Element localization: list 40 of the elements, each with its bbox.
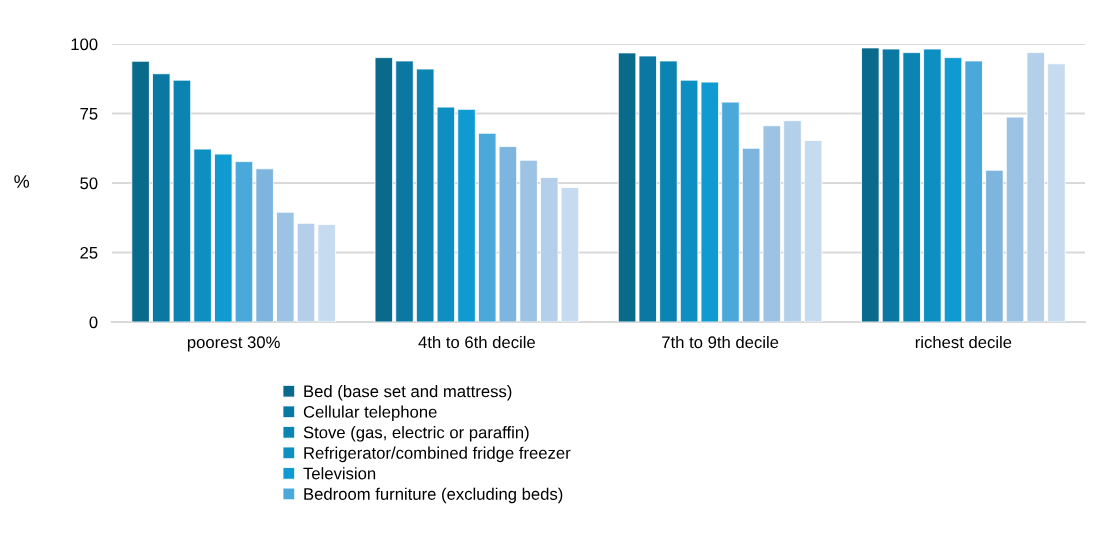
y-axis-title: % (14, 175, 30, 188)
y-tick-label: 100 (71, 38, 98, 51)
bar (803, 140, 823, 322)
bar (519, 159, 538, 322)
bar (902, 52, 921, 322)
bar (783, 120, 802, 322)
bar (1047, 63, 1066, 322)
bar (943, 57, 963, 322)
bar (276, 211, 295, 322)
x-tick-label: 7th to 9th decile (662, 335, 779, 349)
legend-label: Television (303, 467, 376, 480)
legend-label: Cellular telephone (303, 405, 437, 422)
y-tick-label: 75 (80, 108, 98, 120)
y-tick-label: 50 (80, 177, 98, 190)
legend-label: Bedroom furniture (excluding beds) (304, 487, 563, 504)
bar (881, 48, 901, 322)
bar (131, 60, 150, 322)
bar (659, 60, 678, 322)
bar (234, 161, 254, 322)
y-tick-label: 0 (89, 316, 98, 329)
x-tick-label: poorest 30% (187, 336, 280, 352)
bar (923, 48, 942, 322)
legend-label: Bed (base set and mattress) (304, 385, 512, 401)
bar (457, 108, 476, 322)
x-tick-label: 4th to 6th decile (418, 335, 535, 349)
bar (296, 222, 316, 322)
bar (964, 60, 983, 322)
x-tick-label: richest decile (915, 335, 1012, 349)
bar (214, 153, 233, 322)
bar (395, 60, 414, 322)
legend-label: Stove (gas, electric or paraffin) (303, 426, 529, 442)
y-tick-label: 25 (80, 246, 98, 259)
bar (985, 169, 1004, 322)
bar (255, 168, 274, 322)
bar (861, 47, 880, 322)
bar (317, 224, 336, 322)
bar (721, 101, 740, 322)
bar (193, 148, 212, 322)
bar (374, 57, 394, 322)
legend-label: Refrigerator/combined fridge freezer (304, 446, 571, 463)
